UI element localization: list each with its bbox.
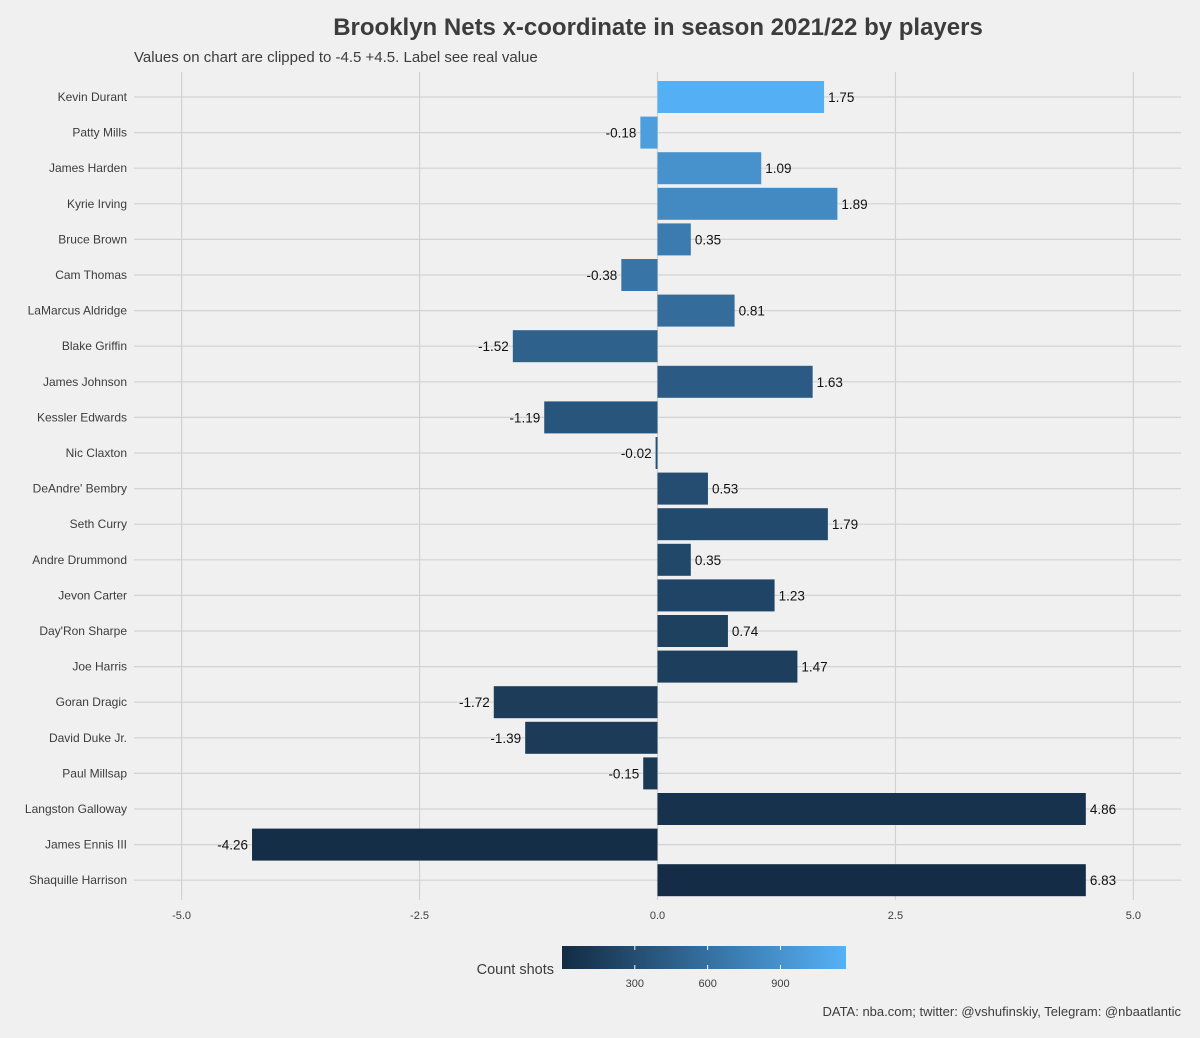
legend-colorbar bbox=[562, 946, 846, 969]
category-label: Jevon Carter bbox=[58, 588, 127, 602]
data-label: 1.75 bbox=[828, 90, 854, 105]
category-label: James Ennis III bbox=[45, 838, 127, 852]
x-tick-label: -2.5 bbox=[410, 910, 429, 922]
chart-subtitle: Values on chart are clipped to -4.5 +4.5… bbox=[134, 49, 538, 66]
bar bbox=[512, 330, 658, 363]
data-label: 1.63 bbox=[817, 375, 843, 390]
chart-caption: DATA: nba.com; twitter: @vshufinskiy, Te… bbox=[822, 1004, 1181, 1019]
category-label: Paul Millsap bbox=[62, 766, 127, 780]
bar bbox=[544, 401, 658, 434]
data-label: -0.38 bbox=[587, 268, 618, 283]
bar bbox=[657, 187, 838, 220]
bar bbox=[657, 223, 691, 256]
data-label: 1.23 bbox=[779, 588, 805, 603]
category-label: Day'Ron Sharpe bbox=[39, 624, 127, 638]
x-tick-label: -5.0 bbox=[172, 910, 191, 922]
data-label: -1.72 bbox=[459, 695, 490, 710]
data-label: -0.18 bbox=[606, 126, 637, 141]
category-label: Andre Drummond bbox=[32, 553, 127, 567]
data-label: -1.39 bbox=[490, 731, 521, 746]
data-label: 1.89 bbox=[841, 197, 867, 212]
x-tick-label: 0.0 bbox=[650, 910, 665, 922]
data-label: -0.02 bbox=[621, 446, 652, 461]
bar bbox=[525, 721, 658, 754]
category-label: James Harden bbox=[49, 161, 127, 175]
data-label: 1.79 bbox=[832, 517, 858, 532]
data-label: -1.52 bbox=[478, 339, 509, 354]
category-label: Bruce Brown bbox=[58, 232, 127, 246]
bar bbox=[252, 828, 658, 861]
bar bbox=[640, 116, 658, 149]
category-label: Kessler Edwards bbox=[37, 410, 127, 424]
bar-chart: -5.0 -2.5 0.0 2.5 5.0 Kevin Durant 1.75 Patty M… bbox=[25, 72, 1181, 990]
category-label: Joe Harris bbox=[72, 660, 127, 674]
data-label: 0.74 bbox=[732, 624, 759, 639]
x-tick-label: 5.0 bbox=[1126, 910, 1141, 922]
data-label: 1.09 bbox=[765, 161, 791, 176]
bar bbox=[655, 437, 658, 469]
chart-title: Brooklyn Nets x-coordinate in season 202… bbox=[333, 14, 983, 41]
category-label: Patty Mills bbox=[72, 126, 127, 140]
bar bbox=[657, 543, 691, 576]
bar bbox=[657, 152, 762, 185]
data-label: 0.35 bbox=[695, 553, 721, 568]
bar bbox=[493, 686, 658, 719]
bar bbox=[657, 793, 1086, 825]
category-label: Kyrie Irving bbox=[67, 197, 127, 211]
legend-title: Count shots bbox=[477, 962, 554, 978]
category-label: David Duke Jr. bbox=[49, 731, 127, 745]
bar bbox=[657, 864, 1086, 897]
bar bbox=[657, 579, 775, 612]
data-label: -1.19 bbox=[509, 410, 540, 425]
legend-tick-label: 900 bbox=[771, 978, 789, 990]
category-label: Cam Thomas bbox=[55, 268, 127, 282]
bar bbox=[657, 472, 708, 505]
bar bbox=[657, 650, 798, 683]
data-label: 0.35 bbox=[695, 232, 721, 247]
bar bbox=[657, 615, 728, 647]
bar bbox=[657, 508, 828, 541]
legend-tick-label: 300 bbox=[626, 978, 644, 990]
category-label: Shaquille Harrison bbox=[29, 873, 127, 887]
category-label: Langston Galloway bbox=[25, 802, 127, 816]
bar bbox=[657, 365, 813, 398]
category-label: Nic Claxton bbox=[66, 446, 127, 460]
x-tick-label: 2.5 bbox=[888, 910, 903, 922]
data-label: 0.81 bbox=[739, 304, 765, 319]
data-label: 1.47 bbox=[801, 660, 827, 675]
category-label: Seth Curry bbox=[70, 517, 127, 531]
bar bbox=[621, 259, 658, 291]
category-label: LaMarcus Aldridge bbox=[28, 304, 128, 318]
data-label: 4.86 bbox=[1090, 802, 1116, 817]
legend-tick-label: 600 bbox=[698, 978, 716, 990]
category-label: Goran Dragic bbox=[56, 695, 127, 709]
category-label: DeAndre' Bembry bbox=[33, 482, 127, 496]
category-label: Kevin Durant bbox=[58, 90, 128, 104]
data-label: 6.83 bbox=[1090, 873, 1116, 888]
category-label: James Johnson bbox=[43, 375, 127, 389]
bar bbox=[657, 81, 825, 113]
category-label: Blake Griffin bbox=[62, 339, 127, 353]
data-label: -4.26 bbox=[217, 838, 248, 853]
bar bbox=[657, 294, 735, 327]
bar bbox=[643, 757, 658, 790]
data-label: 0.53 bbox=[712, 482, 738, 497]
data-label: -0.15 bbox=[608, 766, 639, 781]
